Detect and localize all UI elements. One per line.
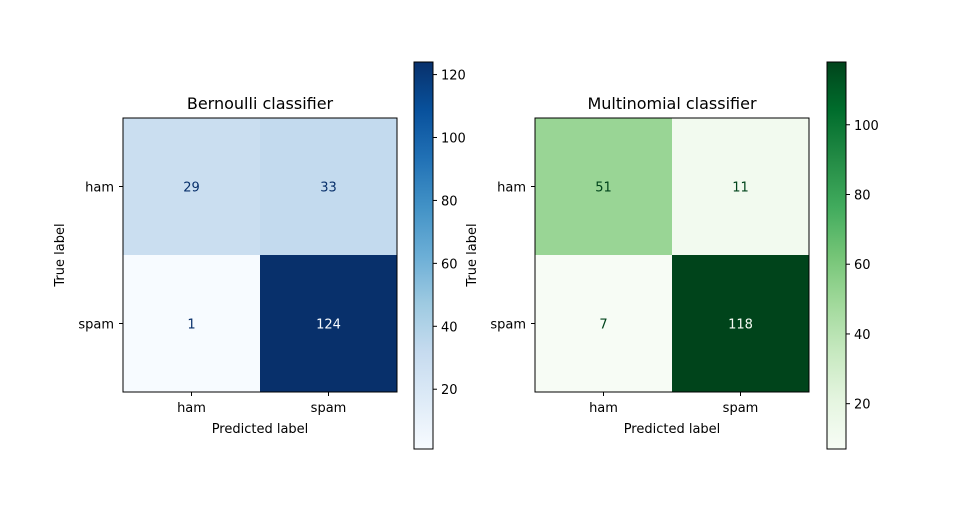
colorbar-tick-label: 20 [441,383,458,398]
colorbar-tick-label: 80 [441,194,458,209]
cell-value-label: 29 [183,181,200,196]
cell-value-label: 1 [187,318,195,333]
heatmap-cell [123,118,260,255]
x-tick-label: ham [177,401,206,416]
heatmap-cell [260,118,397,255]
colorbar-tick-label: 100 [441,132,466,147]
cell-value-label: 33 [320,181,337,196]
colorbar-frame [826,61,847,450]
y-axis-title: True label [53,223,68,287]
colorbar-tick-label: 80 [854,188,871,203]
heatmap-cell [535,255,672,392]
colorbar-tick-label: 60 [441,257,458,272]
heatmap-cell [672,118,809,255]
colorbar-tick-label: 40 [854,328,871,343]
x-axis-title: Predicted label [212,422,309,437]
colorbar-tick-label: 60 [854,258,871,273]
heatmap-cell [535,118,672,255]
cell-value-label: 51 [595,181,612,196]
colorbar-gradient [414,62,433,449]
heatmap-cell [260,255,397,392]
axes-frame [122,117,398,393]
chart-panels: 29 33 1 124 ham spam ham spam Bernoulli classifi… [53,61,879,450]
x-tick-label: spam [723,401,759,416]
colorbar-tick-label: 20 [854,398,871,413]
colorbar-frame [413,61,434,450]
cell-value-label: 7 [599,318,607,333]
cell-value-label: 118 [728,318,753,333]
x-tick-label: ham [589,401,618,416]
heatmap-cell [123,255,260,392]
y-tick-label: spam [78,318,114,333]
chart-title: Multinomial classifier [587,94,756,113]
colorbar-tick-label: 100 [854,119,879,134]
axes-frame [534,117,810,393]
x-tick-label: spam [311,401,347,416]
cell-value-label: 11 [732,181,749,196]
cell-value-label: 124 [316,318,341,333]
chart-title: Bernoulli classifier [187,94,334,113]
confusion-matrix-panel: 51 11 7 118 ham spam ham spam Multinomial classi… [465,61,879,450]
x-axis-title: Predicted label [624,422,721,437]
colorbar-tick-label: 120 [441,69,466,84]
colorbar-tick-label: 40 [441,320,458,335]
y-axis-title: True label [465,223,480,287]
heatmap-cell [672,255,809,392]
y-tick-label: ham [85,181,114,196]
y-tick-label: ham [497,181,526,196]
colorbar-gradient [827,62,846,449]
y-tick-label: spam [490,318,526,333]
confusion-matrix-panel: 29 33 1 124 ham spam ham spam Bernoulli classifi… [53,61,466,450]
